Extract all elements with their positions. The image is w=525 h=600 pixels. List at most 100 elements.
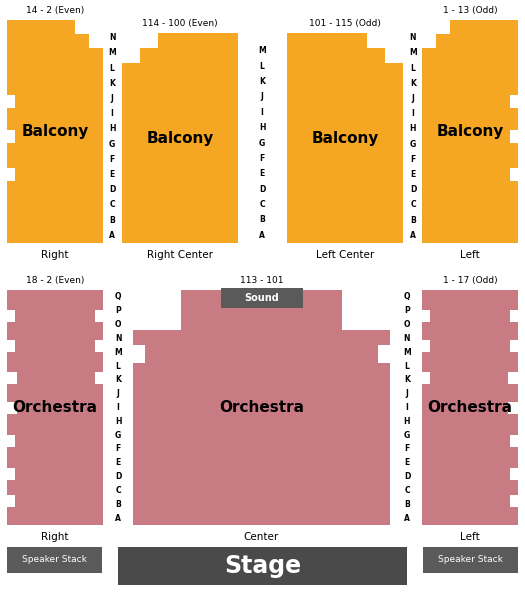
Text: J: J (117, 389, 120, 398)
Text: E: E (116, 458, 121, 467)
Text: I: I (412, 109, 414, 118)
Text: L: L (411, 64, 415, 73)
Text: J: J (260, 92, 264, 101)
Text: M: M (108, 49, 116, 58)
Bar (358, 290, 390, 316)
Bar (7, 290, 103, 525)
Bar (422, 310, 430, 322)
Bar (422, 290, 518, 525)
Bar (95, 372, 103, 384)
Text: D: D (109, 185, 115, 194)
Text: H: H (404, 417, 410, 426)
Text: 14 - 2 (Even): 14 - 2 (Even) (26, 6, 84, 15)
Text: Balcony: Balcony (311, 130, 379, 145)
Text: C: C (109, 200, 115, 209)
Text: Orchestra: Orchestra (13, 400, 98, 415)
Bar (510, 340, 518, 352)
Text: M: M (409, 49, 417, 58)
Bar (118, 547, 407, 585)
Text: B: B (109, 215, 115, 224)
Text: E: E (259, 169, 265, 178)
Text: I: I (260, 108, 264, 117)
Text: Left: Left (460, 532, 480, 542)
Text: E: E (109, 170, 114, 179)
Text: Speaker Stack: Speaker Stack (22, 556, 87, 565)
Text: A: A (259, 231, 265, 240)
Text: Balcony: Balcony (436, 124, 503, 139)
Bar (7, 495, 15, 507)
Bar (510, 310, 518, 322)
Bar (7, 435, 15, 447)
Text: Right Center: Right Center (147, 250, 213, 260)
Text: F: F (109, 155, 114, 164)
Bar (508, 372, 518, 384)
Bar (133, 345, 145, 363)
Text: Q: Q (404, 292, 410, 301)
Bar (7, 130, 15, 143)
Bar (7, 168, 15, 181)
Text: A: A (109, 231, 115, 240)
Text: 1 - 17 (Odd): 1 - 17 (Odd) (443, 276, 497, 285)
Bar (95, 310, 103, 322)
Bar (7, 20, 103, 243)
Bar (342, 290, 390, 330)
Bar (133, 290, 165, 316)
Text: Orchestra: Orchestra (427, 400, 512, 415)
Text: I: I (117, 403, 120, 412)
Bar (122, 33, 140, 63)
Bar (133, 290, 149, 304)
Text: D: D (410, 185, 416, 194)
Text: F: F (411, 155, 416, 164)
Bar (7, 468, 15, 480)
Text: M: M (114, 348, 122, 357)
Text: B: B (115, 500, 121, 509)
Bar (422, 372, 430, 384)
Text: I: I (405, 403, 408, 412)
Text: H: H (109, 124, 116, 133)
Bar (133, 290, 390, 525)
Text: I: I (111, 109, 113, 118)
Bar (510, 495, 518, 507)
Text: B: B (410, 215, 416, 224)
Text: Q: Q (115, 292, 121, 301)
Text: Left: Left (460, 250, 480, 260)
Text: C: C (115, 486, 121, 495)
Bar (422, 20, 518, 243)
Text: 113 - 101: 113 - 101 (240, 276, 284, 285)
Bar (95, 340, 103, 352)
Text: K: K (404, 376, 410, 385)
Text: K: K (115, 376, 121, 385)
Text: N: N (410, 33, 416, 42)
Text: D: D (404, 472, 410, 481)
Text: K: K (410, 79, 416, 88)
Text: P: P (404, 306, 410, 315)
Text: H: H (115, 417, 121, 426)
Bar (287, 33, 403, 243)
Bar (385, 33, 403, 63)
Text: J: J (412, 94, 414, 103)
Text: 114 - 100 (Even): 114 - 100 (Even) (142, 19, 218, 28)
Text: K: K (259, 77, 265, 86)
Text: Right: Right (41, 250, 69, 260)
Bar (75, 20, 103, 34)
Bar (122, 33, 238, 243)
Text: K: K (109, 79, 115, 88)
Text: B: B (404, 500, 410, 509)
Bar (422, 20, 450, 34)
Text: N: N (404, 334, 410, 343)
Text: G: G (115, 431, 121, 440)
Bar (7, 95, 15, 108)
Text: A: A (410, 231, 416, 240)
Bar (7, 547, 102, 573)
Text: G: G (410, 140, 416, 149)
Text: 18 - 2 (Even): 18 - 2 (Even) (26, 276, 84, 285)
Text: Balcony: Balcony (146, 130, 214, 145)
Text: F: F (259, 154, 265, 163)
Text: A: A (404, 514, 410, 523)
Bar (133, 290, 181, 330)
Text: D: D (259, 185, 265, 194)
Bar (508, 402, 518, 414)
Text: O: O (115, 320, 121, 329)
Bar (423, 547, 518, 573)
Text: A: A (115, 514, 121, 523)
